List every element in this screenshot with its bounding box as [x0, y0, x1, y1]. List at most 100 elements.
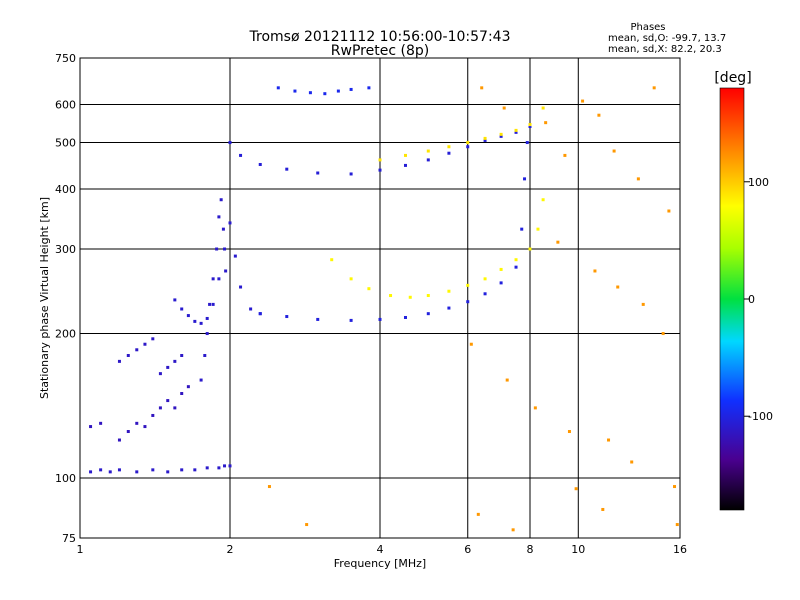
data-point	[223, 464, 227, 468]
data-point	[499, 134, 503, 138]
data-point	[652, 86, 656, 90]
data-point	[173, 406, 177, 410]
data-point	[630, 460, 634, 464]
data-point	[228, 141, 232, 145]
data-point	[483, 136, 487, 140]
data-point	[447, 289, 451, 293]
data-point	[612, 149, 616, 153]
colorbar-unit-label: [deg]	[714, 70, 751, 86]
data-point	[205, 466, 209, 470]
data-point	[641, 302, 645, 306]
data-point	[447, 151, 451, 155]
data-point	[166, 399, 170, 403]
data-point	[158, 406, 162, 410]
data-point	[601, 507, 605, 511]
data-point	[408, 295, 412, 299]
data-point	[258, 312, 262, 316]
data-points	[89, 86, 679, 532]
data-point	[541, 106, 545, 110]
data-point	[224, 269, 228, 273]
data-point	[528, 123, 532, 127]
data-point	[607, 438, 611, 442]
data-point	[180, 468, 184, 472]
data-point	[447, 145, 451, 149]
data-point	[483, 292, 487, 296]
data-point	[483, 277, 487, 281]
data-point	[616, 285, 620, 289]
x-tick-label: 10	[571, 543, 585, 556]
stats-line-o: mean, sd,O: -99.7, 13.7	[608, 33, 726, 44]
stats-header: Phases	[630, 22, 665, 33]
data-point	[675, 523, 679, 527]
grid-lines	[80, 58, 680, 538]
data-point	[173, 359, 177, 363]
data-point	[499, 267, 503, 271]
x-tick-label: 8	[527, 543, 534, 556]
data-point	[276, 86, 280, 90]
data-point	[126, 430, 130, 434]
stats-line-x: mean, sd,X: 82.2, 20.3	[608, 44, 722, 55]
data-point	[403, 315, 407, 319]
data-point	[499, 281, 503, 285]
data-point	[193, 319, 197, 323]
y-tick-label: 75	[62, 532, 76, 545]
y-axis-label: Stationary phase Virtual Height [km]	[38, 197, 51, 399]
data-point	[480, 86, 484, 90]
data-point	[528, 247, 532, 251]
data-point	[483, 138, 487, 142]
data-point	[525, 141, 529, 145]
data-point	[258, 162, 262, 166]
data-point	[523, 177, 527, 181]
chart-subtitle: RwPretec (8p)	[331, 43, 429, 59]
data-point	[514, 130, 518, 134]
data-point	[249, 307, 253, 311]
data-point	[135, 470, 139, 474]
data-point	[199, 378, 203, 382]
data-point	[544, 121, 548, 125]
data-point	[556, 240, 560, 244]
data-point	[476, 512, 480, 516]
data-point	[117, 438, 121, 442]
data-point	[514, 128, 518, 132]
data-point	[349, 318, 353, 322]
data-point	[511, 528, 515, 532]
data-point	[349, 277, 353, 281]
data-point	[378, 168, 382, 172]
data-point	[211, 302, 215, 306]
data-point	[180, 307, 184, 311]
data-point	[166, 365, 170, 369]
x-tick-label: 1	[77, 543, 84, 556]
data-point	[228, 464, 232, 468]
data-point	[205, 332, 209, 336]
data-point	[426, 158, 430, 162]
data-point	[593, 269, 597, 273]
x-tick-label: 6	[464, 543, 471, 556]
colorbar	[719, 87, 745, 511]
data-point	[403, 153, 407, 157]
data-point	[367, 287, 371, 291]
y-tick-label: 500	[55, 137, 76, 150]
data-point	[293, 89, 297, 93]
data-point	[528, 124, 532, 128]
data-point	[336, 89, 340, 93]
data-point	[367, 86, 371, 90]
data-point	[536, 227, 540, 231]
data-point	[228, 221, 232, 225]
data-point	[89, 470, 93, 474]
data-point	[426, 149, 430, 153]
data-point	[389, 294, 393, 298]
data-point	[378, 158, 382, 162]
data-point	[426, 294, 430, 298]
data-point	[117, 468, 121, 472]
data-point	[89, 425, 93, 429]
data-point	[378, 317, 382, 321]
data-point	[151, 413, 155, 417]
data-point	[267, 485, 271, 489]
data-point	[186, 385, 190, 389]
data-point	[108, 470, 112, 474]
data-point	[199, 321, 203, 325]
data-point	[520, 227, 524, 231]
data-point	[151, 468, 155, 472]
data-point	[466, 141, 470, 145]
